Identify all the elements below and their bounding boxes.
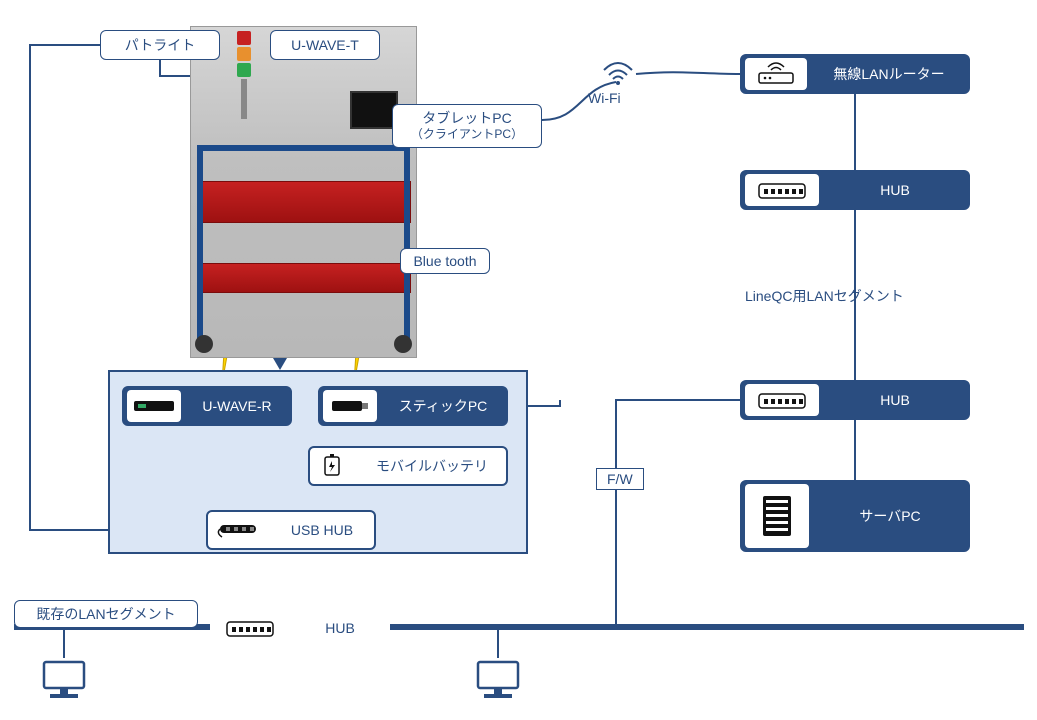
- wifi-label: Wi-Fi: [588, 90, 621, 106]
- hub-icon: [745, 174, 819, 206]
- hub-icon: [745, 384, 819, 416]
- firewall-label: F/W: [596, 468, 644, 490]
- pc-icon: [36, 658, 92, 707]
- existing-lan-segment-box: 既存のLANセグメント: [14, 600, 198, 628]
- receiver-icon: [127, 390, 181, 422]
- bluetooth-label: Blue tooth: [413, 253, 476, 269]
- usb-hub-label: USB HUB: [270, 522, 374, 538]
- tablet-pc-label-line1: タブレットPC: [422, 110, 511, 127]
- usb-hub-node: USB HUB: [206, 510, 376, 550]
- wifi-icon: [600, 58, 636, 89]
- stick-pc-label: スティックPC: [380, 396, 506, 416]
- hub-node-3: HUB: [210, 608, 390, 648]
- cart-shelf-top: [197, 181, 411, 223]
- tablet-device: [350, 91, 398, 129]
- pc-icon: [470, 658, 526, 707]
- uwave-t-label: U-WAVE-T: [291, 37, 359, 53]
- patlight-label: パトライト: [125, 35, 195, 55]
- equipment-cart-photo: [190, 26, 417, 358]
- mobile-battery-node: モバイルバッテリ: [308, 446, 508, 486]
- patlight-label-box: パトライト: [100, 30, 220, 60]
- uwave-r-node: U-WAVE-R: [122, 386, 292, 426]
- hub-node-1: HUB: [740, 170, 970, 210]
- tablet-pc-label-box: タブレットPC （クライアントPC）: [392, 104, 542, 148]
- wifi-text: Wi-Fi: [588, 90, 621, 106]
- wlan-router-label: 無線LANルーター: [810, 64, 968, 84]
- diagram-canvas: パトライト U-WAVE-T タブレットPC （クライアントPC） Blue t…: [0, 0, 1037, 720]
- battery-icon: [313, 450, 355, 482]
- stick-pc-node: スティックPC: [318, 386, 508, 426]
- tablet-pc-label-line2: （クライアントPC）: [411, 127, 523, 141]
- server-pc-node: サーバPC: [740, 480, 970, 552]
- hub-icon: [213, 612, 287, 644]
- lineqc-text: LineQC用LANセグメント: [745, 288, 904, 304]
- existing-lan-text: 既存のLANセグメント: [36, 604, 175, 624]
- hub-label-3: HUB: [290, 620, 390, 636]
- lineqc-segment-label: LineQC用LANセグメント: [745, 286, 904, 306]
- bluetooth-label-box: Blue tooth: [400, 248, 490, 274]
- cart-shelf-bottom: [197, 263, 411, 293]
- mobile-battery-label: モバイルバッテリ: [358, 456, 506, 476]
- patlight-tower: [237, 31, 251, 119]
- uwave-r-label: U-WAVE-R: [184, 398, 290, 414]
- uwave-t-label-box: U-WAVE-T: [270, 30, 380, 60]
- usb-hub-icon: [211, 514, 267, 546]
- wlan-router-node: 無線LANルーター: [740, 54, 970, 94]
- hub-node-2: HUB: [740, 380, 970, 420]
- fw-text: F/W: [607, 471, 633, 487]
- server-label: サーバPC: [812, 506, 968, 526]
- hub-label-2: HUB: [822, 392, 968, 408]
- stick-pc-icon: [323, 390, 377, 422]
- router-icon: [745, 58, 807, 90]
- hub-label-1: HUB: [822, 182, 968, 198]
- server-icon: [745, 484, 809, 548]
